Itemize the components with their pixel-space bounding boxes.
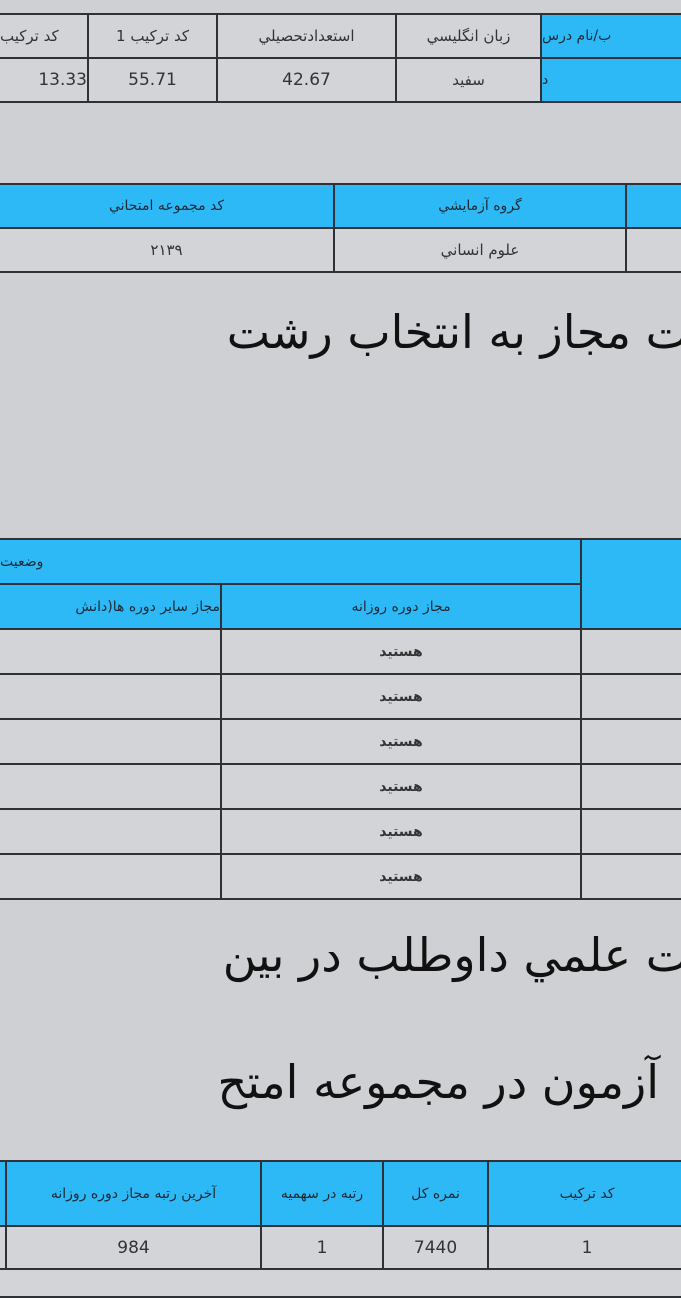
table-cell: 13.33 (0, 57, 89, 103)
header-cell: كد مجموعه امتحاني (0, 183, 335, 229)
header-cell: استعدادتحصيلي (216, 13, 397, 59)
table-cell: هستيد (220, 628, 582, 675)
header-cell (580, 538, 681, 630)
table-cell: د (540, 57, 681, 103)
table-cell: 1 (487, 1225, 681, 1270)
header-cell: رتبه در سهميه (260, 1160, 384, 1227)
header-cell: كد تركيب (487, 1160, 681, 1227)
table-cell: 984 (5, 1225, 262, 1270)
table-cell (580, 673, 681, 720)
table-cell: سفيد (395, 57, 542, 103)
table-cell: علوم انساني (333, 227, 627, 273)
table-cell: هستيد (220, 718, 582, 765)
header-cell: كد تركيب 1 (87, 13, 218, 59)
table-cell: ۲۱۳۹ (0, 227, 335, 273)
header-cell (625, 183, 681, 229)
table-cell: 7440 (382, 1225, 489, 1270)
table-cell: 1 (260, 1225, 384, 1270)
table-row (0, 1268, 681, 1298)
table-cell (580, 718, 681, 765)
table-cell (0, 628, 222, 675)
table-cell (0, 808, 222, 855)
header-cell: وضعيت (0, 538, 582, 585)
header-cell: زبان انگليسي (395, 13, 542, 59)
header-cell: ب/نام درس (540, 13, 681, 59)
table-cell: هستيد (220, 808, 582, 855)
table-cell (580, 853, 681, 900)
section-heading: ت علمي داوطلب در بين (222, 928, 681, 982)
header-cell: مجاز ساير دوره ها(دانش (0, 583, 222, 630)
table-cell: هستيد (220, 853, 582, 900)
header-cell: گروه آزمايشي (333, 183, 627, 229)
header-cell: مجاز دوره روزانه (220, 583, 582, 630)
table-cell: هستيد (220, 763, 582, 810)
table-cell (625, 227, 681, 273)
table-cell (0, 718, 222, 765)
header-cell: نمره كل (382, 1160, 489, 1227)
section-heading: آزمون در مجموعه امتح (217, 1055, 659, 1109)
section-heading: ت مجاز به انتخاب رشت (226, 305, 681, 359)
table-cell (580, 628, 681, 675)
table-cell (0, 673, 222, 720)
header-cell: كد تركيب (0, 13, 89, 59)
table-cell (0, 763, 222, 810)
table-cell: 55.71 (87, 57, 218, 103)
table-cell (580, 808, 681, 855)
table-cell: 42.67 (216, 57, 397, 103)
table-cell (580, 763, 681, 810)
header-cell: آخرين رتبه مجاز دوره روزانه (5, 1160, 262, 1227)
table-cell: هستيد (220, 673, 582, 720)
table-cell (0, 853, 222, 900)
